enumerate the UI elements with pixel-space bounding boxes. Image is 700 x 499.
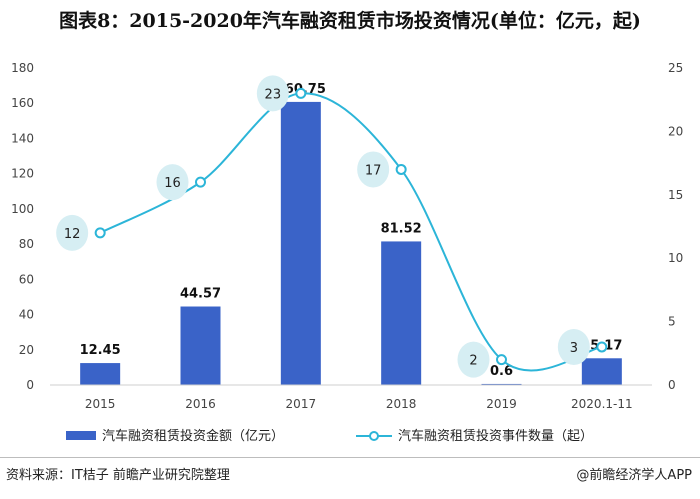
source-note: 资料来源：IT桔子 前瞻产业研究院整理 xyxy=(6,468,230,483)
bar-value-label: 44.57 xyxy=(180,287,221,302)
legend-line-label: 汽车融资租赁投资事件数量（起） xyxy=(398,428,593,444)
footer-divider xyxy=(0,457,700,458)
line-point xyxy=(596,341,608,353)
brand-credit: @前瞻经济学人APP xyxy=(576,468,692,483)
bar xyxy=(180,306,221,385)
line-path xyxy=(99,92,603,372)
line-label-bubble xyxy=(256,75,289,112)
left-axis-tick-label: 0 xyxy=(26,378,34,392)
left-axis-tick-label: 40 xyxy=(19,308,34,322)
right-axis-tick-label: 5 xyxy=(668,315,676,329)
line-value-label: 23 xyxy=(265,87,282,102)
line-label-bubble xyxy=(156,164,189,201)
line-value-label: 16 xyxy=(164,176,181,191)
left-axis: 0 20 40 60 80 100 120 140 160 180 xyxy=(11,61,34,392)
right-axis-tick-label: 0 xyxy=(668,378,676,392)
bar-value-label: 81.52 xyxy=(381,221,422,236)
legend-line-marker xyxy=(369,431,379,441)
bar-value-label: 0.6 xyxy=(490,364,513,379)
right-axis-tick-label: 20 xyxy=(668,124,683,138)
bar xyxy=(581,358,622,385)
chart-title: 图表8：2015-2020年汽车融资租赁市场投资情况(单位：亿元，起) xyxy=(59,10,641,32)
line-label-bubble xyxy=(557,328,590,365)
line-point xyxy=(496,354,507,366)
x-axis: 2015 2016 2017 2018 2019 2020.1-11 xyxy=(50,384,652,411)
line-point xyxy=(295,87,307,99)
x-axis-tick-label: 2019 xyxy=(486,397,517,411)
x-axis-tick-label: 2018 xyxy=(386,397,417,411)
line-value-label: 12 xyxy=(64,227,81,242)
right-axis: 0 5 10 15 20 25 xyxy=(668,61,683,392)
chart: 0 20 40 60 80 100 120 140 160 180 0 5 10 15 20 25 12.4… xyxy=(11,61,683,444)
left-axis-tick-label: 160 xyxy=(11,96,34,110)
left-axis-tick-label: 20 xyxy=(19,343,34,357)
legend-bar-label: 汽车融资租赁投资金额（亿元） xyxy=(102,428,284,444)
left-axis-tick-label: 100 xyxy=(11,202,34,216)
x-axis-tick-label: 2017 xyxy=(286,397,317,411)
line-label-bubble xyxy=(357,151,390,188)
left-axis-tick-label: 180 xyxy=(11,61,34,75)
line-value-label: 2 xyxy=(469,354,477,369)
bar xyxy=(280,101,321,385)
x-axis-tick-label: 2016 xyxy=(185,397,216,411)
line-point xyxy=(195,176,206,188)
line-point xyxy=(395,163,407,175)
bar xyxy=(381,241,422,385)
line-label-bubble xyxy=(56,214,89,251)
right-axis-tick-label: 15 xyxy=(668,188,683,202)
bar-value-label: 12.45 xyxy=(80,343,121,358)
legend: 汽车融资租赁投资金额（亿元） 汽车融资租赁投资事件数量（起） xyxy=(66,428,593,444)
line-value-label: 3 xyxy=(570,341,578,356)
bar xyxy=(481,383,522,385)
line-value-label: 17 xyxy=(365,163,382,178)
x-axis-tick-label: 2015 xyxy=(85,397,116,411)
left-axis-tick-label: 60 xyxy=(19,272,34,286)
left-axis-tick-label: 80 xyxy=(19,237,34,251)
line-label-bubble xyxy=(457,341,490,378)
legend-bar-swatch xyxy=(66,431,96,440)
right-axis-tick-label: 10 xyxy=(668,251,683,265)
line-point xyxy=(94,227,106,239)
x-axis-tick-label: 2020.1-11 xyxy=(571,397,633,411)
left-axis-tick-label: 140 xyxy=(11,131,34,145)
left-axis-tick-label: 120 xyxy=(11,167,34,181)
bar xyxy=(80,363,121,385)
right-axis-tick-label: 25 xyxy=(668,61,683,75)
